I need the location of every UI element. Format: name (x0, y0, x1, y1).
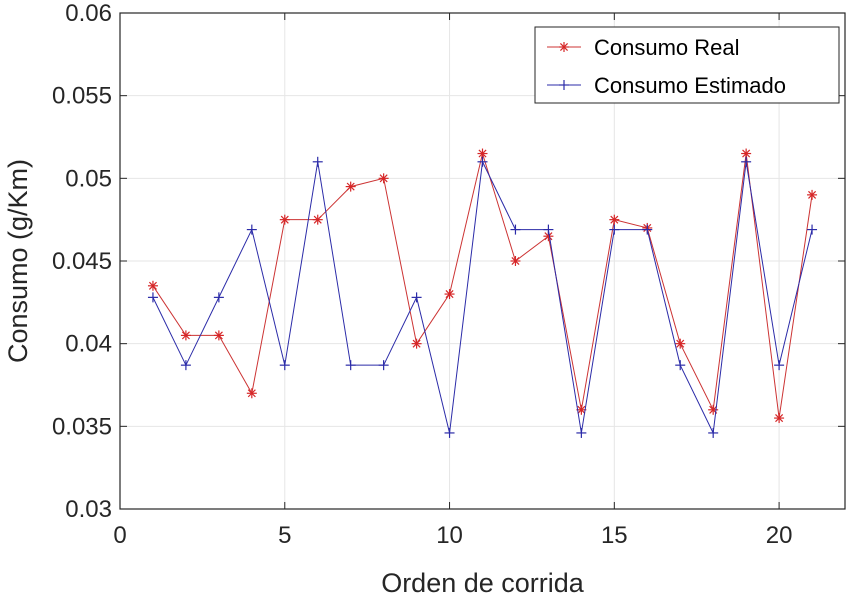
data-point-consumo-real (312, 214, 323, 225)
legend-marker-consumo-estimado (559, 80, 569, 90)
data-point-consumo-estimado (675, 360, 686, 371)
data-point-consumo-estimado (180, 360, 191, 371)
data-point-consumo-estimado (576, 427, 587, 438)
data-point-consumo-real (774, 413, 785, 424)
data-point-consumo-real (345, 181, 356, 192)
x-tick-label: 15 (601, 522, 628, 549)
data-point-consumo-real (279, 214, 290, 225)
data-point-consumo-estimado (444, 427, 455, 438)
y-tick-label: 0.05 (65, 165, 112, 192)
data-point-consumo-real (213, 330, 224, 341)
data-point-consumo-estimado (246, 224, 257, 235)
y-tick-label: 0.055 (52, 83, 112, 110)
data-point-consumo-real (609, 214, 620, 225)
y-tick-label: 0.03 (65, 496, 112, 523)
data-point-consumo-estimado (543, 224, 554, 235)
data-point-consumo-real (510, 256, 521, 266)
y-tick-label: 0.06 (65, 0, 112, 27)
data-point-consumo-estimado (312, 156, 323, 167)
data-point-consumo-estimado (279, 360, 290, 371)
data-point-consumo-real (246, 388, 257, 399)
x-tick-label: 20 (766, 522, 793, 549)
data-point-consumo-estimado (411, 292, 422, 303)
legend-marker-shape (559, 80, 569, 90)
data-point-consumo-real (543, 231, 554, 242)
data-point-consumo-real (444, 289, 455, 300)
y-axis-title: Consumo (g/Km) (3, 159, 33, 363)
y-tick-label: 0.04 (65, 331, 112, 358)
legend: Consumo Real Consumo Estimado (534, 26, 840, 104)
data-point-consumo-estimado (213, 292, 224, 303)
data-point-consumo-estimado (807, 224, 818, 235)
data-point-consumo-real (807, 189, 818, 200)
y-tick-label: 0.035 (52, 413, 112, 440)
data-point-consumo-estimado (510, 224, 521, 235)
data-point-consumo-estimado (741, 156, 752, 167)
data-point-consumo-real (147, 280, 158, 291)
x-tick-label: 5 (278, 522, 291, 549)
data-point-consumo-real (675, 338, 686, 349)
data-point-consumo-real (180, 330, 191, 341)
data-point-consumo-estimado (642, 224, 653, 235)
x-axis-title: Orden de corrida (381, 568, 585, 598)
data-point-consumo-estimado (708, 427, 719, 438)
tick-labels: 0 5 10 15 20 0.03 0.035 0.04 0.045 0.05 0.055 0.06 (52, 0, 793, 549)
legend-box (534, 26, 840, 104)
data-point-consumo-estimado (774, 360, 785, 371)
legend-marker-consumo-real (559, 42, 569, 52)
data-point-consumo-estimado (378, 360, 389, 371)
legend-label-consumo-estimado: Consumo Estimado (594, 73, 786, 98)
series-layer (147, 148, 818, 438)
x-tick-label: 0 (113, 522, 126, 549)
x-tick-label: 10 (436, 522, 463, 549)
y-tick-label: 0.045 (52, 248, 112, 275)
data-point-consumo-estimado (147, 292, 158, 303)
data-point-consumo-real (378, 173, 389, 184)
data-point-consumo-estimado (609, 224, 620, 235)
data-point-consumo-real (411, 338, 422, 349)
data-point-consumo-estimado (477, 156, 488, 167)
legend-marker-shape (559, 42, 569, 52)
legend-label-consumo-real: Consumo Real (594, 35, 740, 60)
data-point-consumo-estimado (345, 360, 356, 371)
